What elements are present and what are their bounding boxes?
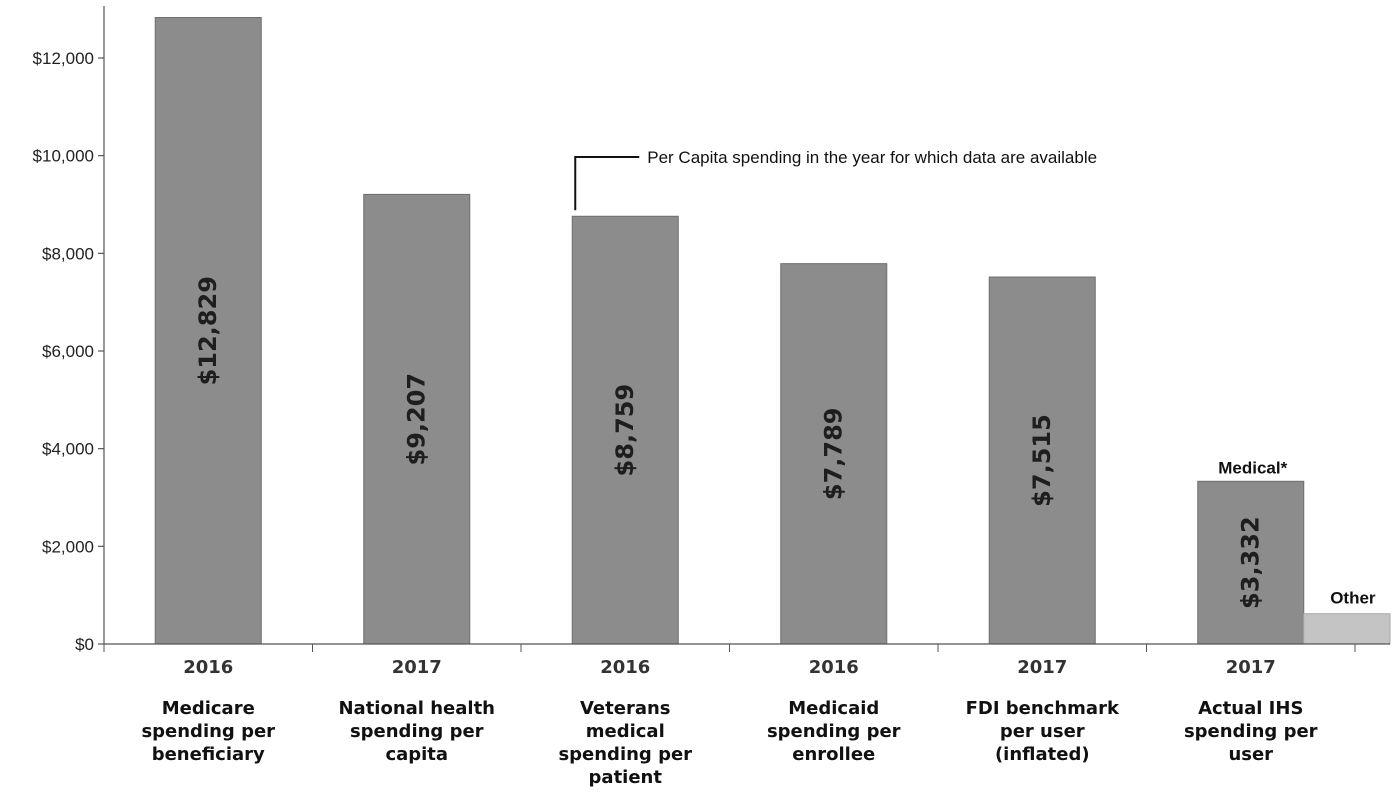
year-label: 2017 bbox=[392, 657, 442, 678]
y-tick-label: $6,000 bbox=[42, 342, 94, 361]
category-label: National health spending per capita bbox=[338, 698, 495, 765]
bar-value-label: $9,207 bbox=[403, 373, 431, 466]
bar-value-label: $7,515 bbox=[1028, 414, 1056, 507]
year-label: 2017 bbox=[1226, 657, 1276, 678]
bar bbox=[988, 276, 1096, 645]
x-axis: 2016 Medicare spending per beneficiary 2017 N… bbox=[103, 643, 1390, 788]
bar bbox=[571, 215, 679, 645]
category-label: Medicaid spending per enrollee bbox=[767, 698, 901, 765]
year-label: 2017 bbox=[1017, 657, 1067, 678]
medical-segment-label: Medical* bbox=[1218, 458, 1287, 477]
bar bbox=[1197, 480, 1305, 645]
other-bar bbox=[1303, 613, 1391, 645]
category-label: Actual IHS spending per user bbox=[1184, 698, 1318, 765]
bars-group: $12,829 $9,207 $8,759 $7,789 $7,515 $3,332 Med… bbox=[154, 17, 1391, 645]
bar-value-label: $7,789 bbox=[820, 408, 848, 501]
category-label: Veterans medical spending per patient bbox=[558, 698, 692, 788]
y-tick-label: $0 bbox=[75, 635, 94, 654]
bar bbox=[154, 17, 262, 645]
y-tick-label: $10,000 bbox=[33, 147, 94, 166]
category-label: FDI benchmark per user (inflated) bbox=[966, 698, 1120, 765]
bar bbox=[780, 263, 888, 645]
y-tick-label: $4,000 bbox=[42, 440, 94, 459]
year-label: 2016 bbox=[183, 657, 233, 678]
bar bbox=[363, 193, 471, 645]
y-tick-label: $8,000 bbox=[42, 244, 94, 263]
annotation-group: Per Capita spending in the year for whic… bbox=[574, 148, 1097, 211]
annotation-leader-line bbox=[574, 156, 640, 211]
other-segment-label: Other bbox=[1330, 589, 1376, 608]
category-label: Medicare spending per beneficiary bbox=[141, 698, 275, 765]
bar-value-label: $3,332 bbox=[1237, 516, 1265, 609]
bar-value-label: $8,759 bbox=[611, 384, 639, 477]
year-label: 2016 bbox=[600, 657, 650, 678]
year-label: 2016 bbox=[809, 657, 859, 678]
y-tick-label: $12,000 bbox=[33, 49, 94, 68]
annotation-text: Per Capita spending in the year for whic… bbox=[647, 148, 1097, 167]
bar-value-label: $12,829 bbox=[194, 276, 222, 385]
y-tick-label: $2,000 bbox=[42, 537, 94, 556]
y-axis: $0 $2,000 $4,000 $6,000 $8,000 $10,000 $12,000 bbox=[33, 6, 105, 654]
